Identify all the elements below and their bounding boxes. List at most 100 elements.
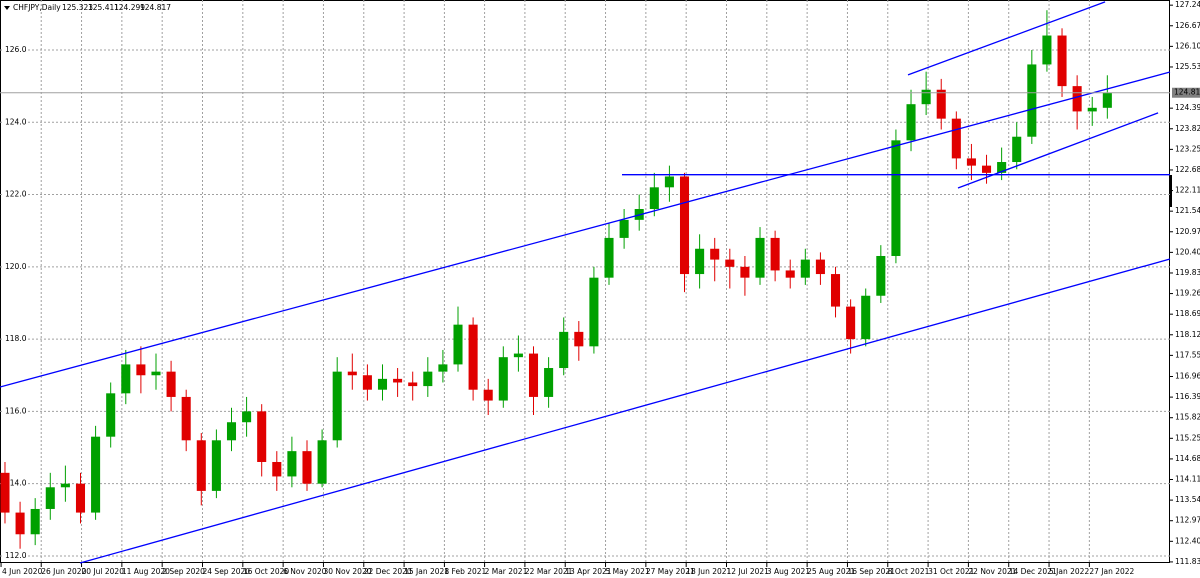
candle-body (1057, 35, 1067, 87)
y-tick-label: 126.100 (1175, 41, 1200, 50)
candle-body (589, 277, 599, 347)
level-label-box (3, 117, 25, 128)
candle-body (1042, 35, 1052, 65)
level-label-box (3, 261, 25, 272)
y-tick-label: 112.405 (1175, 536, 1200, 545)
x-tick-label: 27 Jan 2022 (1089, 567, 1134, 576)
y-tick-label: 114.685 (1175, 454, 1200, 463)
candle-body (498, 357, 508, 401)
x-tick-label: 16 Sep 2021 (847, 567, 895, 576)
candle-body (815, 259, 825, 275)
y-tick-label: 115.825 (1175, 413, 1200, 422)
x-tick-label: 14 Dec 2021 (1009, 567, 1057, 576)
level-label-box (3, 406, 25, 417)
candle-body (876, 255, 886, 296)
candle-body (151, 371, 161, 376)
y-tick-label: 111.835 (1175, 557, 1200, 566)
candle-body (679, 176, 690, 275)
level-label: 126.0 (5, 45, 27, 54)
candle-body (15, 512, 25, 535)
candle-body (226, 422, 237, 441)
candle-body (997, 162, 1007, 173)
x-tick-label: 22 Mar 2021 (525, 567, 573, 576)
candle-body (710, 248, 720, 260)
level-label: 112.0 (5, 551, 27, 560)
candle-body (45, 487, 55, 509)
ohlc-value: 124.817 (140, 3, 171, 12)
y-tick-label: 113.545 (1175, 495, 1200, 504)
candle-body (981, 165, 992, 173)
candle-body (257, 411, 267, 462)
y-tick-label: 127.240 (1175, 0, 1200, 9)
candle-body (966, 158, 976, 166)
y-tick-label: 116.965 (1175, 372, 1200, 381)
y-tick-label: 122.110 (1175, 186, 1200, 195)
y-tick-label: 116.395 (1175, 392, 1200, 401)
candle-body (317, 440, 327, 484)
candle-body (649, 187, 659, 210)
candle-body (362, 375, 372, 390)
level-label: 122.0 (5, 190, 27, 199)
level-label-box (3, 44, 25, 55)
candle-body (1087, 107, 1097, 112)
x-tick-label: 11 Aug 2020 (122, 567, 170, 576)
level-label-box (3, 478, 25, 489)
x-tick-label: 5 May 2021 (606, 567, 650, 576)
candle-body (91, 436, 101, 513)
level-label: 116.0 (5, 406, 27, 415)
candle-body (574, 331, 584, 347)
candle-body (166, 371, 176, 397)
y-tick-label: 118.120 (1175, 330, 1200, 339)
candle-body (272, 461, 282, 477)
y-tick-label: 126.670 (1175, 21, 1200, 30)
candle-body (1102, 92, 1112, 108)
y-tick-label: 125.530 (1175, 62, 1200, 71)
candle-body (951, 118, 961, 159)
candle-body (423, 371, 433, 387)
x-tick-label: 27 May 2021 (646, 567, 695, 576)
y-tick-label: 115.255 (1175, 433, 1200, 442)
candle-body (181, 396, 191, 441)
candle-body (1072, 86, 1082, 112)
x-tick-label: 20 Jul 2020 (82, 567, 125, 576)
y-tick-label: 112.975 (1175, 516, 1200, 525)
candle-body (664, 176, 674, 188)
candle-body (483, 389, 493, 401)
candle-body (347, 371, 357, 376)
trend-line (0, 71, 1171, 388)
y-tick-label: 121.540 (1175, 206, 1200, 215)
candle-body (242, 411, 252, 423)
candle-body (408, 382, 418, 387)
symbol-title: CHFJPY,Daily (13, 3, 61, 12)
x-tick-label: 5 Jan 2022 (1049, 567, 1089, 576)
candle-body (30, 508, 40, 535)
candle-body (287, 451, 297, 477)
price-label: 124.817 (1174, 88, 1200, 97)
candle-body (785, 270, 795, 278)
menu-arrow[interactable] (4, 6, 10, 10)
trend-line (79, 258, 1171, 564)
x-tick-label: 22 Dec 2020 (364, 567, 412, 576)
candle-body (695, 248, 705, 275)
level-label-box (3, 189, 25, 200)
x-tick-label: 4 Jun 2020 (2, 567, 43, 576)
trend-line (907, 1, 1106, 76)
candle-body (106, 393, 116, 437)
candle-body (544, 368, 554, 397)
candle-body (770, 237, 780, 271)
y-tick-label: 119.830 (1175, 268, 1200, 277)
x-tick-label: 13 Apr 2021 (565, 567, 612, 576)
candle-body (604, 237, 614, 278)
candle-body (75, 483, 86, 513)
y-tick-label: 124.390 (1175, 103, 1200, 112)
candle-body (619, 219, 629, 238)
price-label-box (1172, 87, 1200, 98)
ohlc-value: 125.411 (88, 3, 119, 12)
x-tick-label: 16 Oct 2020 (243, 567, 290, 576)
x-tick-label: 18 Jun 2021 (686, 567, 731, 576)
y-tick-label: 120.400 (1175, 247, 1200, 256)
candle-body (60, 483, 70, 488)
level-label-box (3, 334, 25, 345)
x-tick-label: 30 Nov 2020 (323, 567, 371, 576)
